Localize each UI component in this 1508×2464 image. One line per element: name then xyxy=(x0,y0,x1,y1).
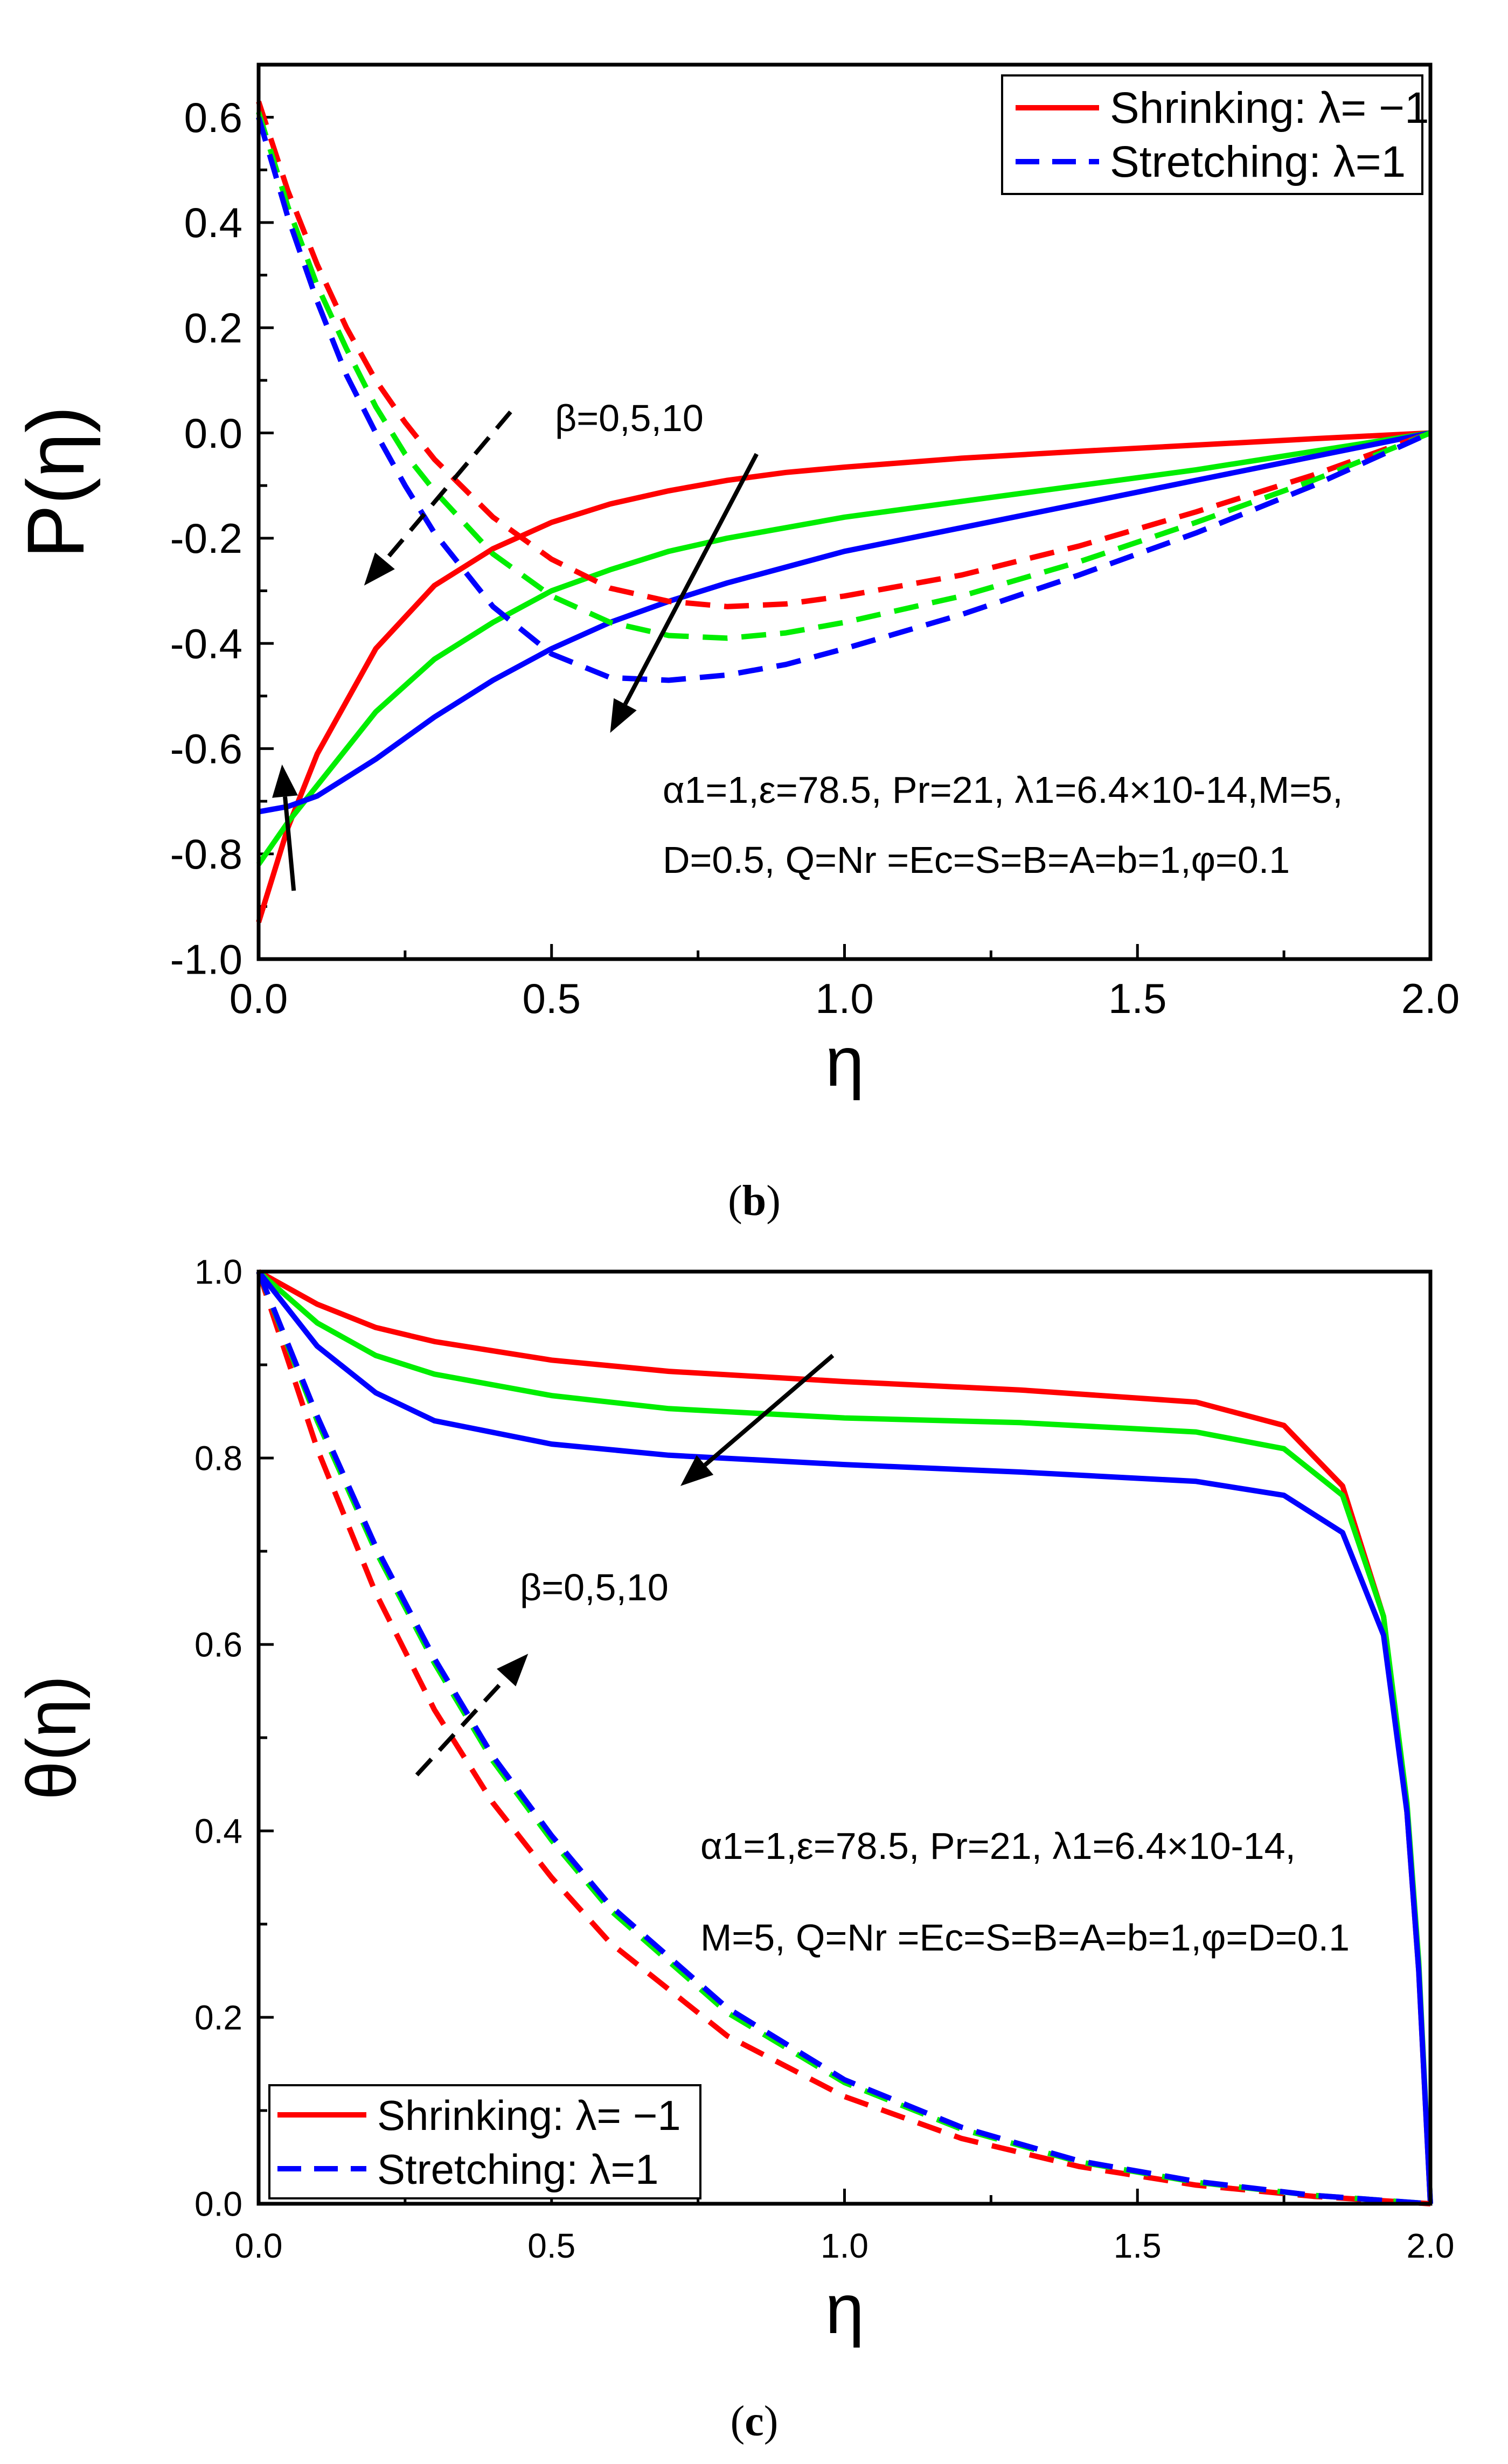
x-axis-label-b: η xyxy=(825,1022,864,1101)
legend-box-b xyxy=(1001,74,1423,195)
series-line-stretching-10 xyxy=(256,1271,1431,2206)
axes-b: 0.0 0.5 1.0 1.5 2.0 -1.0 -0.8 -0.6 -0.4 -0.2 0.0 0.… xyxy=(170,94,1460,1022)
series-line-shrinking-10 xyxy=(258,430,1431,815)
series-line-stretching-10 xyxy=(256,116,1432,683)
chart-c: 0.0 0.5 1.0 1.5 2.0 0.0 0.2 0.4 0.6 0.8 1.0 θ(η) η… xyxy=(12,1252,1454,2445)
series-line-stretching-5 xyxy=(256,111,1431,641)
legend-label-shrinking-c: Shrinking: λ= −1 xyxy=(377,2092,681,2139)
params-line1-b: α1=1,ε=78.5, Pr=21, λ1=6.4×10-14,M=5, xyxy=(663,769,1343,811)
overlay-c xyxy=(415,1354,835,1776)
params-line1-c: α1=1,ε=78.5, Pr=21, λ1=6.4×10-14, xyxy=(700,1825,1296,1867)
y-tick-label: -0.2 xyxy=(170,515,242,562)
y-tick-label: 0.6 xyxy=(184,94,242,141)
caption-close-c: ) xyxy=(764,2398,779,2445)
trend-arrow-shaft xyxy=(623,453,759,705)
series-line-stretching-0 xyxy=(256,100,1431,609)
trend-arrow-head xyxy=(497,1654,529,1686)
caption-open-b: ( xyxy=(728,1177,742,1225)
y-axis-label-b: P(η) xyxy=(10,406,101,558)
beta-annotation-c: β=0,5,10 xyxy=(520,1566,669,1608)
caption-b: (b) xyxy=(728,1177,781,1225)
x-tick-label: 2.0 xyxy=(1401,975,1460,1022)
series-line-shrinking-0 xyxy=(257,1269,1433,2204)
caption-open-c: ( xyxy=(731,2398,745,2445)
y-tick-label: -0.4 xyxy=(170,620,242,667)
x-tick-label: 0.5 xyxy=(527,2226,575,2265)
legend-box-c xyxy=(268,2084,701,2199)
y-tick-label: 0.2 xyxy=(184,304,242,352)
legend-b: Shrinking: λ= −1 Stretching: λ=1 xyxy=(1001,74,1429,195)
x-tick-label: 2.0 xyxy=(1407,2226,1455,2265)
y-axis-label-c: θ(η) xyxy=(12,1675,91,1800)
chart-b: 0.0 0.5 1.0 1.5 2.0 -1.0 -0.8 -0.6 -0.4 -0.2 0.0 0.… xyxy=(10,63,1460,1225)
x-tick-label: 1.0 xyxy=(815,975,873,1022)
y-tick-label: 0.0 xyxy=(194,2184,242,2223)
y-tick-label: 0.0 xyxy=(184,409,242,457)
x-tick-label: 0.5 xyxy=(523,975,581,1022)
legend-label-shrinking-b: Shrinking: λ= −1 xyxy=(1110,84,1429,133)
caption-letter-b: b xyxy=(742,1177,767,1225)
trend-arrow-shaft xyxy=(415,1676,508,1776)
trend-arrow-head xyxy=(272,764,298,798)
axes-c: 0.0 0.5 1.0 1.5 2.0 0.0 0.2 0.4 0.6 0.8 1.0 xyxy=(194,1252,1454,2265)
y-tick-label: 1.0 xyxy=(194,1252,242,1291)
y-tick-label: 0.6 xyxy=(194,1625,242,1664)
overlay-b xyxy=(272,410,759,891)
series-line-shrinking-5 xyxy=(256,1269,1433,2204)
y-tick-label: -0.8 xyxy=(170,830,242,878)
series-line-shrinking-10 xyxy=(256,1269,1433,2204)
caption-c: (c) xyxy=(731,2398,779,2445)
series-line-stretching-0 xyxy=(256,1271,1431,2206)
x-tick-label: 0.0 xyxy=(235,2226,283,2265)
x-axis-label-c: η xyxy=(825,2269,864,2348)
y-tick-label: 0.4 xyxy=(184,199,242,246)
trend-arrow-shaft xyxy=(703,1354,835,1467)
beta-annotation-b: β=0,5,10 xyxy=(555,397,704,439)
trend-arrow-shaft xyxy=(283,796,296,891)
figure-panel-b: 0.0 0.5 1.0 1.5 2.0 -1.0 -0.8 -0.6 -0.4 -0.2 0.0 0.… xyxy=(10,63,1460,1225)
y-tick-label: 0.4 xyxy=(194,1811,242,1850)
legend-label-stretching-b: Stretching: λ=1 xyxy=(1110,137,1406,186)
x-tick-label: 0.0 xyxy=(230,975,288,1022)
series-line-shrinking-0 xyxy=(256,430,1431,924)
y-tick-label: -0.6 xyxy=(170,725,242,773)
curves-c xyxy=(256,1269,1433,2206)
trend-arrow-head xyxy=(364,552,395,586)
caption-close-b: ) xyxy=(766,1177,781,1225)
series-line-shrinking-5 xyxy=(256,430,1431,866)
plot-frame-b xyxy=(256,63,1433,961)
figure-panel-c: 0.0 0.5 1.0 1.5 2.0 0.0 0.2 0.4 0.6 0.8 1.0 θ(η) η… xyxy=(0,1250,1508,2464)
trend-arrow-head xyxy=(680,1455,714,1486)
x-tick-label: 1.5 xyxy=(1114,2226,1162,2265)
trend-arrow-head xyxy=(610,698,637,733)
y-tick-label: 0.2 xyxy=(194,1998,242,2037)
y-tick-label: 0.8 xyxy=(194,1439,242,1477)
x-tick-label: 1.0 xyxy=(821,2226,868,2265)
series-line-stretching-5 xyxy=(256,1271,1431,2206)
x-tick-label: 1.5 xyxy=(1108,975,1166,1022)
legend-c: Shrinking: λ= −1 Stretching: λ=1 xyxy=(268,2084,701,2199)
params-line2-b: D=0.5, Q=Nr =Ec=S=B=A=b=1,φ=0.1 xyxy=(663,839,1290,881)
y-tick-label: -1.0 xyxy=(170,935,242,983)
caption-letter-c: c xyxy=(745,2398,764,2445)
params-line2-c: M=5, Q=Nr =Ec=S=B=A=b=1,φ=D=0.1 xyxy=(700,1917,1350,1959)
curves-b xyxy=(256,100,1432,924)
legend-label-stretching-c: Stretching: λ=1 xyxy=(377,2146,658,2193)
plot-frame-c xyxy=(256,1269,1433,2206)
